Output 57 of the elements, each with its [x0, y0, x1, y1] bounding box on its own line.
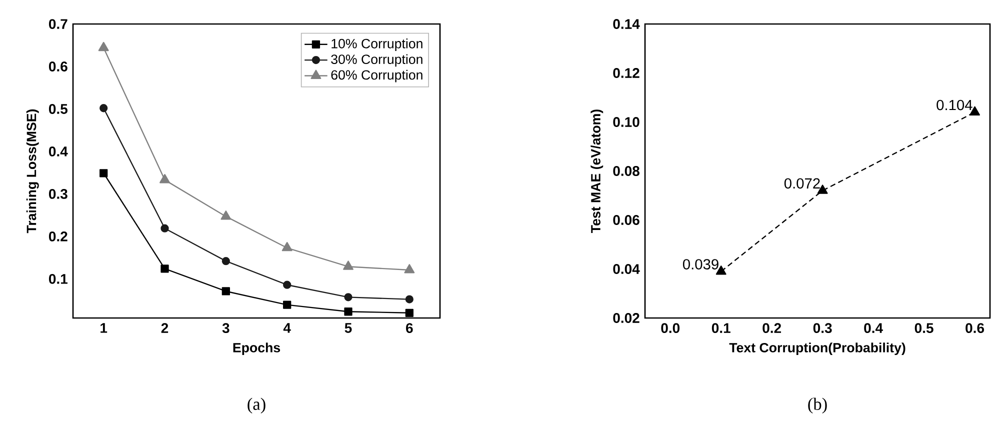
legend-label: 60% Corruption: [331, 70, 422, 82]
y-tick-label: 0.1: [48, 274, 68, 284]
point: [344, 293, 352, 302]
legend-label: 10% Corruption: [332, 38, 422, 51]
y-tick-label: 0.12: [613, 68, 640, 78]
x-axis-title: Text Corruption(Probability): [729, 342, 906, 356]
data-label: 0.072: [784, 178, 820, 189]
y-tick-label: 0.08: [613, 166, 640, 176]
y-tick-label: 0.02: [613, 313, 640, 323]
y-tick-label: 0.4: [48, 146, 68, 156]
x-tick-label: 5: [344, 323, 352, 333]
point: [283, 300, 292, 309]
point: [160, 174, 170, 184]
x-tick-label: 3: [222, 323, 230, 334]
x-tick-label: 0.3: [813, 323, 832, 334]
y-tick-label: 0.6: [48, 62, 68, 72]
data-label: 0.104: [936, 100, 972, 110]
x-tick-label: 0.2: [762, 323, 781, 334]
y-tick-label: 0.5: [48, 104, 68, 114]
x-tick-label: 6: [406, 323, 413, 334]
point: [405, 308, 414, 317]
point: [98, 42, 109, 52]
y-tick-label: 0.2: [48, 231, 68, 242]
point: [344, 308, 352, 316]
point: [405, 295, 414, 304]
x-tick-label: 0.5: [914, 323, 934, 334]
x-axis-title: Epochs: [233, 342, 280, 356]
y-axis-title: Test MAE (eV/atom): [590, 110, 604, 233]
point: [343, 260, 354, 270]
point: [100, 169, 108, 178]
y-tick-label: 0.06: [613, 215, 640, 225]
data-label: 0.039: [682, 259, 718, 270]
point: [160, 264, 169, 273]
y-tick-label: 0.7: [48, 19, 68, 29]
x-tick-label: 2: [161, 323, 168, 333]
point: [100, 104, 108, 112]
point: [283, 280, 292, 289]
y-axis-title: Training Loss(MSE): [26, 109, 39, 234]
x-tick-label: 0.1: [712, 323, 730, 334]
y-tick-label: 0.04: [613, 264, 640, 274]
y-tick-label: 0.10: [613, 117, 640, 127]
x-tick-label: 0.0: [661, 323, 680, 334]
point: [222, 257, 230, 266]
y-tick-label: 0.14: [613, 19, 640, 29]
legend-label: 30% Corruption: [331, 54, 422, 67]
text: (a): [248, 398, 266, 414]
x-tick-label: 0.6: [966, 323, 984, 334]
point: [220, 210, 232, 220]
point: [404, 264, 415, 274]
point: [282, 242, 292, 252]
text: (b): [808, 398, 827, 414]
point: [222, 287, 230, 296]
point: [160, 224, 169, 232]
x-tick-label: 4: [283, 323, 291, 333]
x-tick-label: 1: [100, 323, 108, 333]
x-tick-label: 0.4: [864, 323, 883, 334]
y-tick-label: 0.3: [48, 188, 68, 199]
